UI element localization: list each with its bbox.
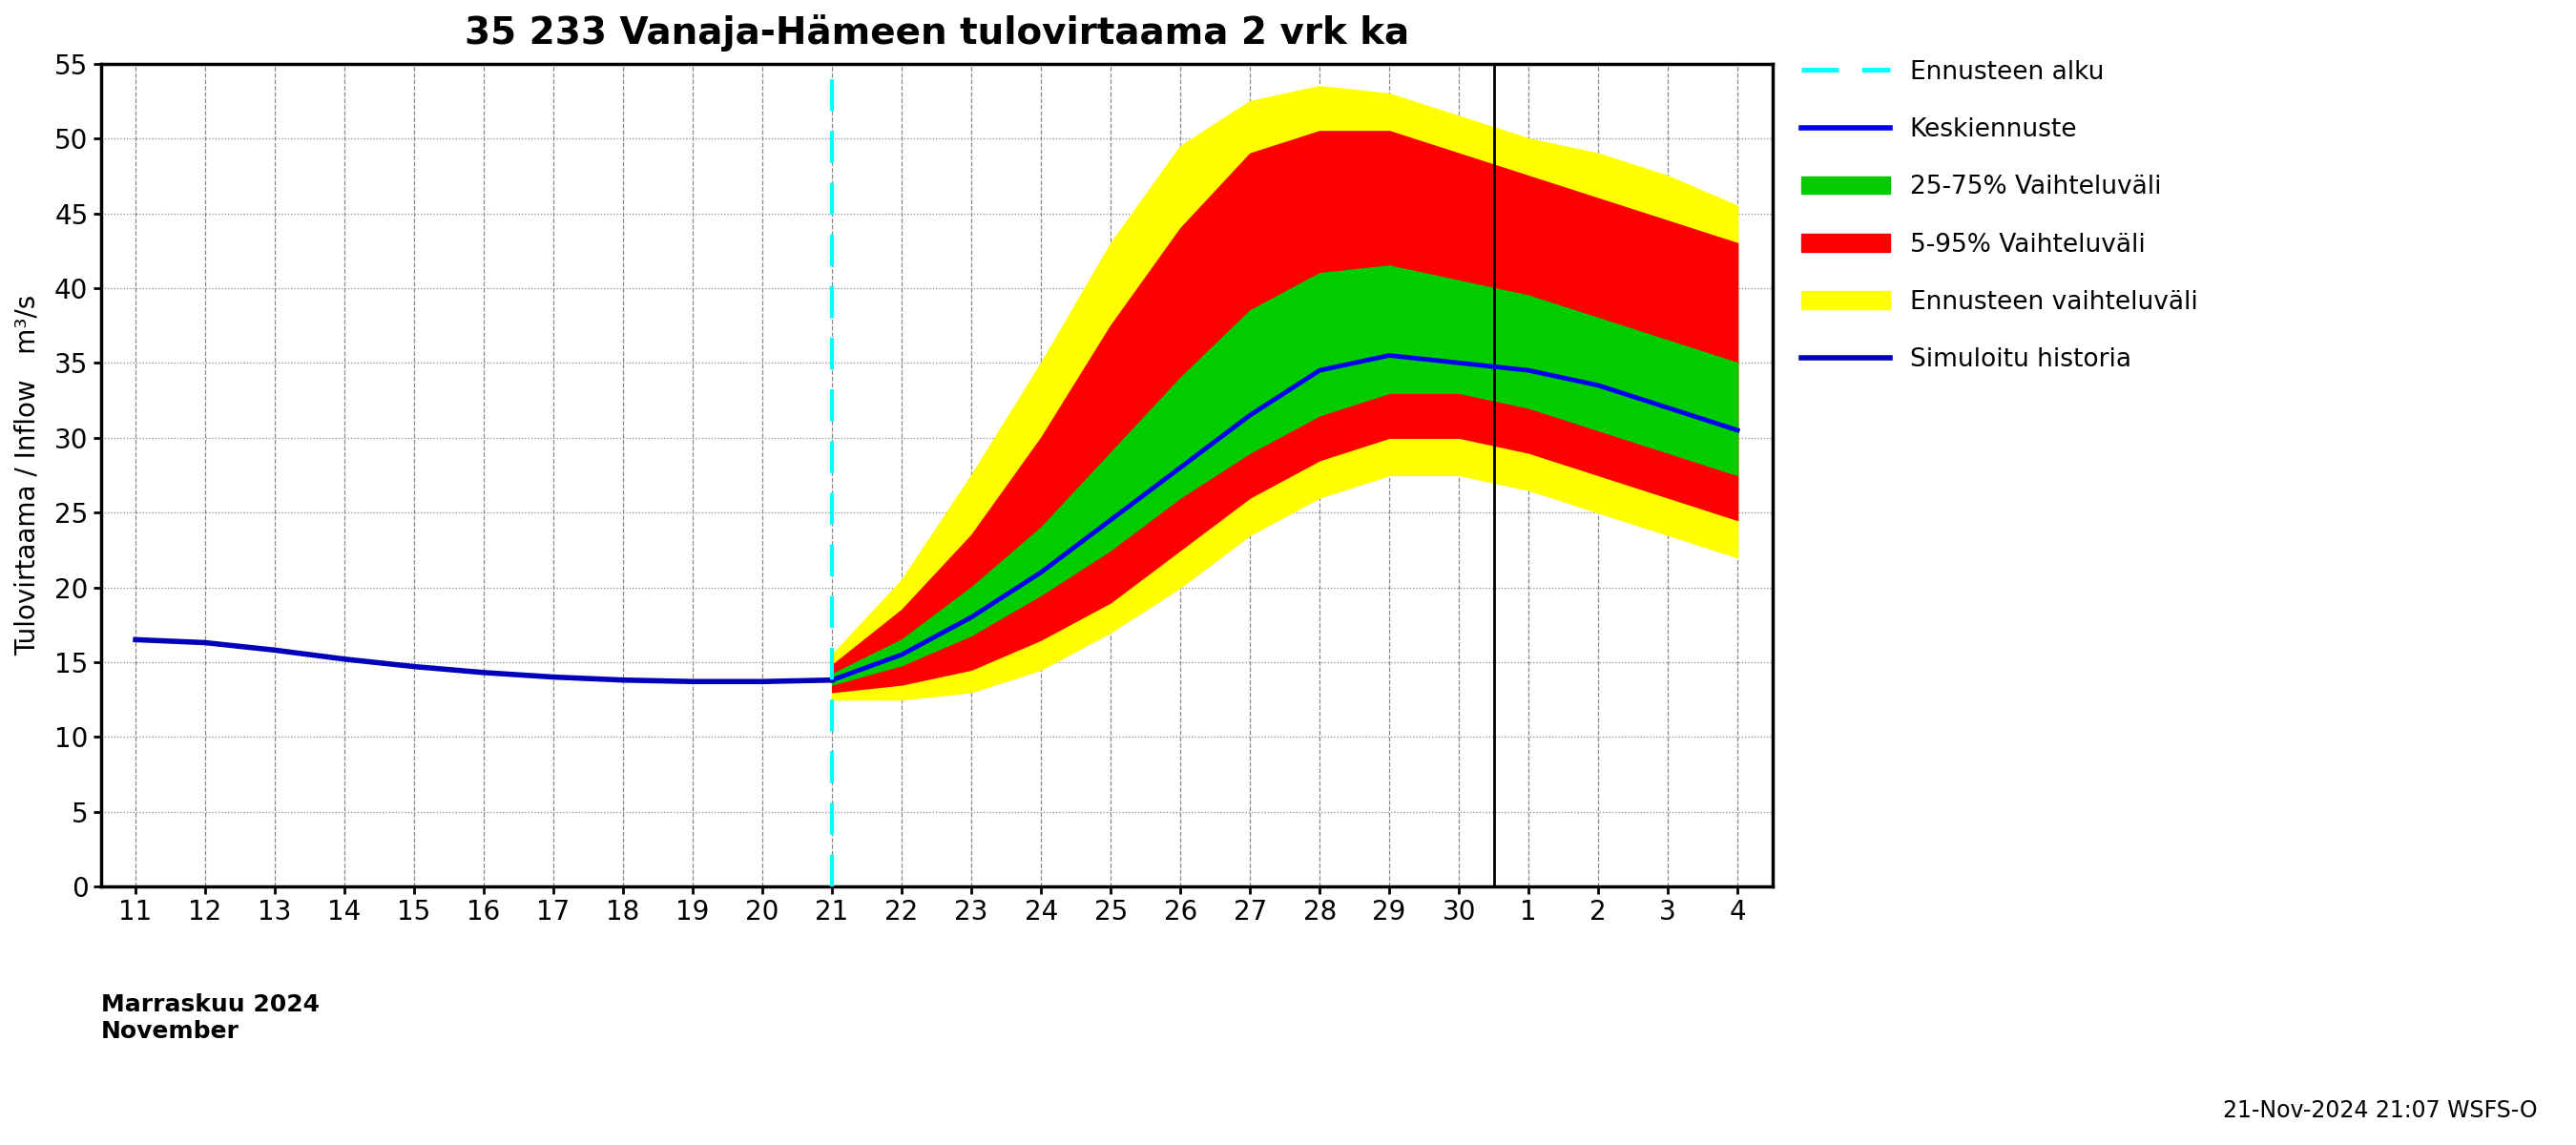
Legend: Ennusteen alku, Keskiennuste, 25-75% Vaihteluväli, 5-95% Vaihteluväli, Ennusteen: Ennusteen alku, Keskiennuste, 25-75% Vai… [1801,60,2197,372]
Text: 21-Nov-2024 21:07 WSFS-O: 21-Nov-2024 21:07 WSFS-O [2223,1099,2537,1122]
Text: Marraskuu 2024
November: Marraskuu 2024 November [100,994,319,1043]
Title: 35 233 Vanaja-Hämeen tulovirtaama 2 vrk ka: 35 233 Vanaja-Hämeen tulovirtaama 2 vrk … [464,14,1409,52]
Y-axis label: Tulovirtaama / Inflow   m³/s: Tulovirtaama / Inflow m³/s [15,294,41,656]
